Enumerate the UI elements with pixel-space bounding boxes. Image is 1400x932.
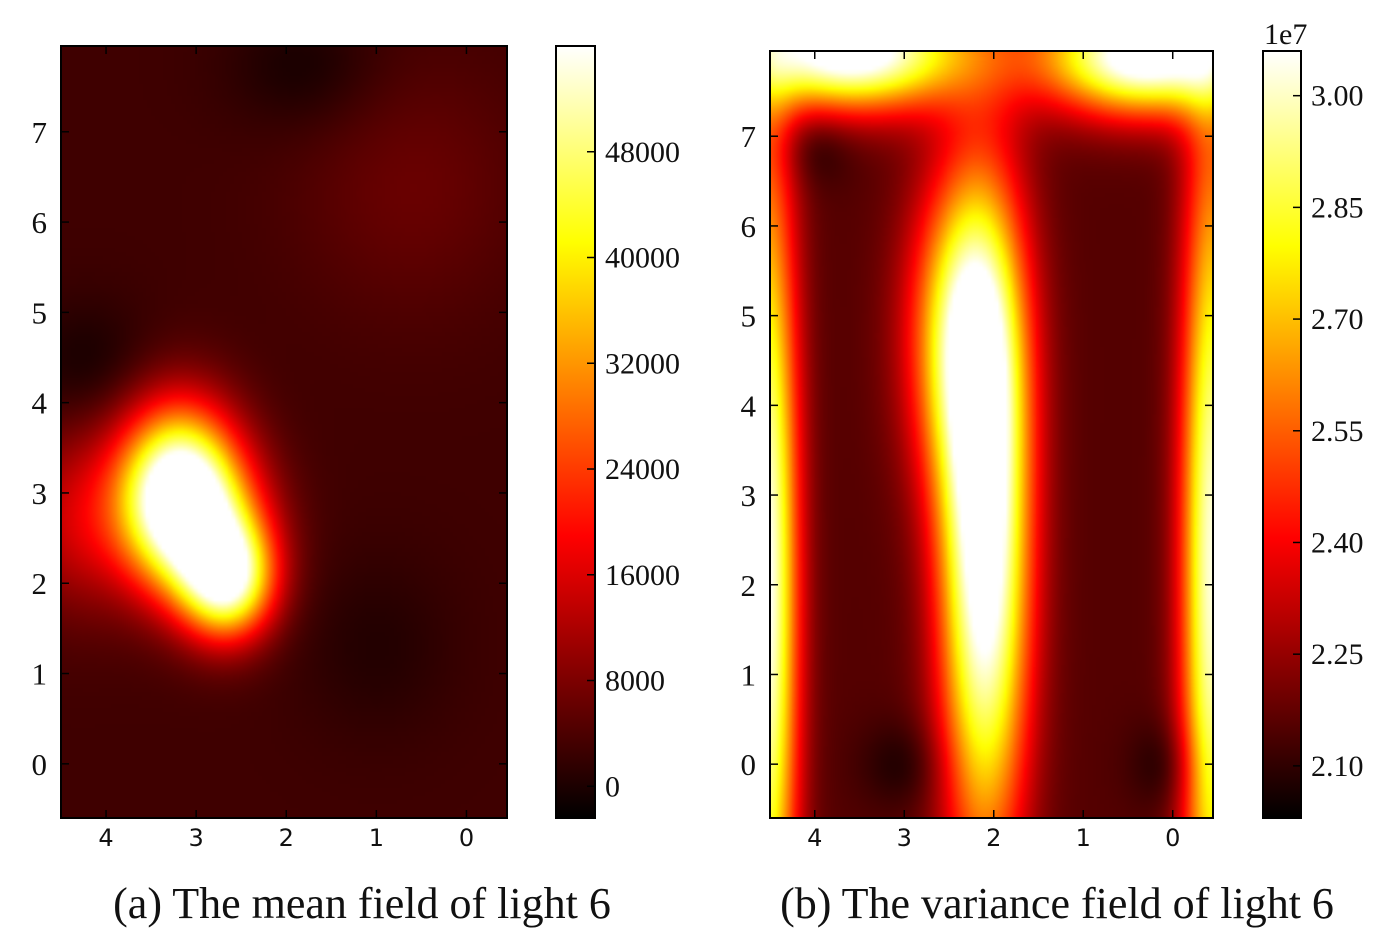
x-tick-label: 3 [189, 824, 204, 852]
caption: (a) The mean field of light 6 [113, 879, 611, 928]
colorbar [555, 45, 596, 819]
colorbar-tick-label: 3.00 [1311, 80, 1364, 113]
y-tick-label: 5 [32, 295, 48, 330]
panel-b: 4 3 2 1 0 0 1 2 3 4 5 6 7 2.10 2.25 2.40 2.55 2.70 2.85 3.… [741, 18, 1364, 928]
y-tick-label: 2 [741, 568, 757, 603]
colorbar-tick-label: 2.40 [1311, 526, 1364, 559]
panel-a: 4 3 2 1 0 0 1 2 3 4 5 6 7 0 8000 16000 24000 32000 40000 4… [32, 45, 680, 928]
x-tick-label: 3 [897, 824, 912, 852]
colorbar-offset-label: 1e7 [1264, 18, 1307, 51]
y-tick-label: 3 [32, 476, 48, 511]
x-tick-label: 2 [986, 824, 1001, 852]
colorbar-ticks: 0 8000 16000 24000 32000 40000 48000 [587, 136, 680, 803]
y-tick-label: 6 [32, 205, 48, 240]
axes-ticks: 4 3 2 1 0 0 1 2 3 4 5 6 7 [741, 51, 1213, 852]
colorbar-ticks: 2.10 2.25 2.40 2.55 2.70 2.85 3.00 [1293, 80, 1364, 783]
colorbar-tick-label: 0 [605, 770, 620, 803]
colorbar-tick-label: 40000 [605, 242, 680, 275]
x-tick-label: 2 [279, 824, 294, 852]
x-tick-label: 0 [1165, 824, 1180, 852]
heatmap-image [61, 46, 507, 818]
y-tick-label: 0 [32, 747, 48, 782]
colorbar-tick-label: 2.55 [1311, 415, 1364, 448]
y-tick-label: 5 [741, 299, 757, 334]
x-tick-label: 1 [1076, 824, 1091, 852]
y-tick-label: 7 [32, 115, 48, 150]
colorbar-tick-label: 8000 [605, 665, 665, 698]
colorbar-tick-label: 2.70 [1311, 303, 1364, 336]
colorbar-tick-label: 32000 [605, 347, 680, 380]
y-tick-label: 1 [741, 657, 757, 692]
y-tick-label: 1 [32, 657, 48, 692]
y-tick-label: 2 [32, 566, 48, 601]
colorbar-tick-label: 48000 [605, 136, 680, 169]
colorbar-tick-label: 16000 [605, 559, 680, 592]
y-tick-label: 3 [741, 478, 757, 513]
x-tick-label: 4 [807, 824, 822, 852]
caption: (b) The variance field of light 6 [780, 879, 1334, 928]
x-tick-label: 0 [459, 824, 474, 852]
x-tick-label: 4 [98, 824, 113, 852]
colorbar-tick-label: 2.10 [1311, 750, 1364, 783]
colorbar-tick-label: 24000 [605, 453, 680, 486]
y-tick-label: 4 [32, 386, 48, 421]
y-tick-label: 6 [741, 209, 757, 244]
y-tick-label: 4 [741, 388, 757, 423]
colorbar-tick-label: 2.25 [1311, 638, 1364, 671]
plot-frame [60, 45, 508, 819]
y-tick-label: 0 [741, 747, 757, 782]
heatmap-image [770, 51, 1213, 818]
colorbar-tick-label: 2.85 [1311, 191, 1364, 224]
plot-frame [769, 50, 1214, 819]
colorbar [1262, 50, 1302, 819]
y-tick-label: 7 [741, 119, 757, 154]
x-tick-label: 1 [369, 824, 384, 852]
axes-ticks: 4 3 2 1 0 0 1 2 3 4 5 6 7 [32, 46, 507, 852]
